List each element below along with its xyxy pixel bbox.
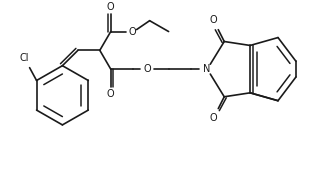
Text: O: O [107, 89, 115, 99]
Text: Cl: Cl [20, 53, 29, 63]
Text: O: O [210, 15, 217, 25]
Text: O: O [107, 2, 115, 12]
Text: O: O [210, 114, 217, 123]
Text: N: N [203, 64, 210, 74]
Text: O: O [144, 64, 151, 74]
Text: O: O [129, 27, 137, 37]
